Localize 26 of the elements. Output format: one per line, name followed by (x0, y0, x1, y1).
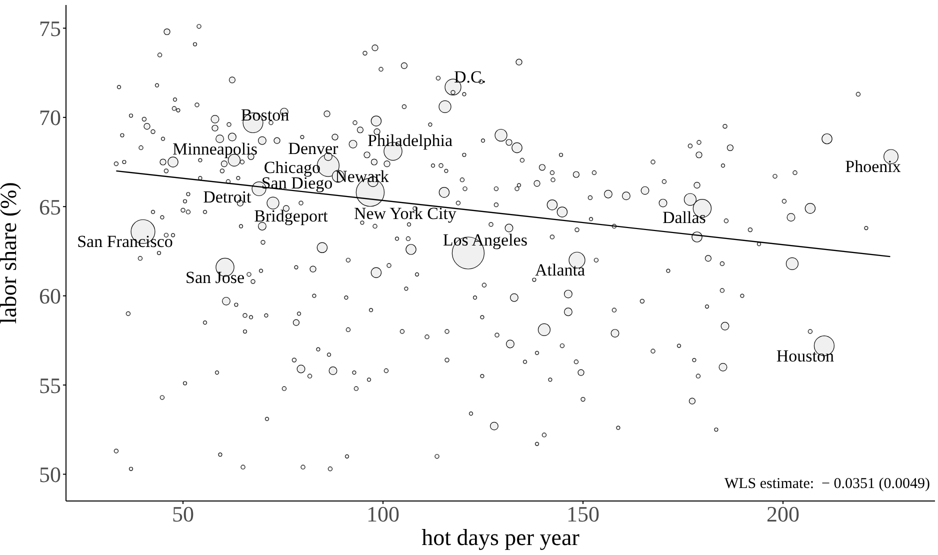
annotation: WLS estimate: − 0.0351 (0.0049) (724, 476, 930, 493)
y-tick-label: 70 (39, 105, 61, 130)
annotation: D.C. (454, 68, 486, 87)
annotation: Atlanta (534, 260, 586, 280)
y-axis-title: labor share (%) (0, 182, 22, 324)
annotation: Detroit (203, 188, 252, 207)
annotation: San Francisco (77, 232, 173, 252)
annotation: New York City (354, 204, 457, 223)
annotation: San Jose (185, 268, 245, 287)
annotation: Dallas (662, 208, 706, 227)
y-tick-label: 55 (39, 372, 61, 398)
y-tick-label: 75 (39, 16, 61, 42)
x-tick-label: 50 (172, 502, 194, 527)
x-tick-label: 100 (366, 502, 400, 527)
annotation: Phoenix (845, 157, 902, 176)
annotation: Denver (288, 139, 339, 158)
annotation: Philadelphia (368, 130, 453, 150)
y-tick-label: 60 (39, 284, 61, 309)
annotation: Houston (776, 346, 835, 366)
x-axis-title: hot days per year (422, 525, 580, 550)
x-tick-label: 150 (566, 502, 600, 527)
y-tick-label: 65 (39, 194, 61, 220)
annotation: Bridgeport (254, 206, 328, 226)
y-tick-label: 50 (39, 462, 61, 488)
annotation: Minneapolis (172, 140, 258, 159)
x-tick-label: 200 (766, 502, 800, 527)
